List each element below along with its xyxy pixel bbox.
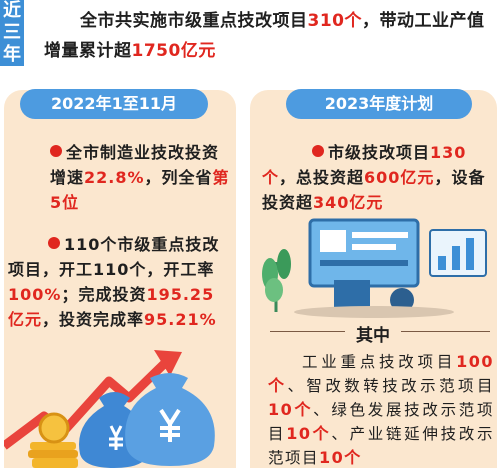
- right-sub-text: 工业重点技改项目100个、智改数转技改示范项目10个、绿色发展技改示范项目10个…: [268, 352, 494, 467]
- tag-char: 近: [3, 0, 21, 21]
- left-item-2: 110个市级重点技改项目，开工110个，开工率100%；完成投资195.25亿元…: [8, 235, 220, 329]
- right-item-1: 市级技改项目130个，总投资超600亿元，设备投资超340亿元: [262, 143, 486, 212]
- yen-money-bag-icon: [125, 373, 215, 466]
- divider-label: 其中: [345, 321, 401, 346]
- bullet-icon: [50, 145, 62, 157]
- tag-char: 三: [3, 22, 21, 43]
- tag-char: 年: [3, 44, 21, 65]
- left-item-1: 全市制造业技改投资增速22.8%，列全省第5位: [50, 143, 230, 212]
- dashboard-screen-icon: [308, 218, 420, 288]
- plant-icon: [262, 249, 291, 312]
- right-panel-header: 2023年度计划: [286, 89, 472, 119]
- coin-stack-icon: [28, 412, 78, 468]
- rising-arrow-icon: [4, 350, 182, 450]
- investment-illustration: [4, 350, 215, 468]
- bar-chart-icon: [429, 229, 487, 277]
- period-tag: 近 三 年: [0, 0, 24, 66]
- intro-text: 全市共实施市级重点技改项目310个，带动工业产值增量累计超1750亿元: [44, 11, 485, 61]
- planning-illustration: [262, 218, 487, 318]
- bullet-icon: [312, 145, 324, 157]
- left-panel-header: 2022年1至11月: [20, 89, 208, 119]
- bullet-icon: [48, 237, 60, 249]
